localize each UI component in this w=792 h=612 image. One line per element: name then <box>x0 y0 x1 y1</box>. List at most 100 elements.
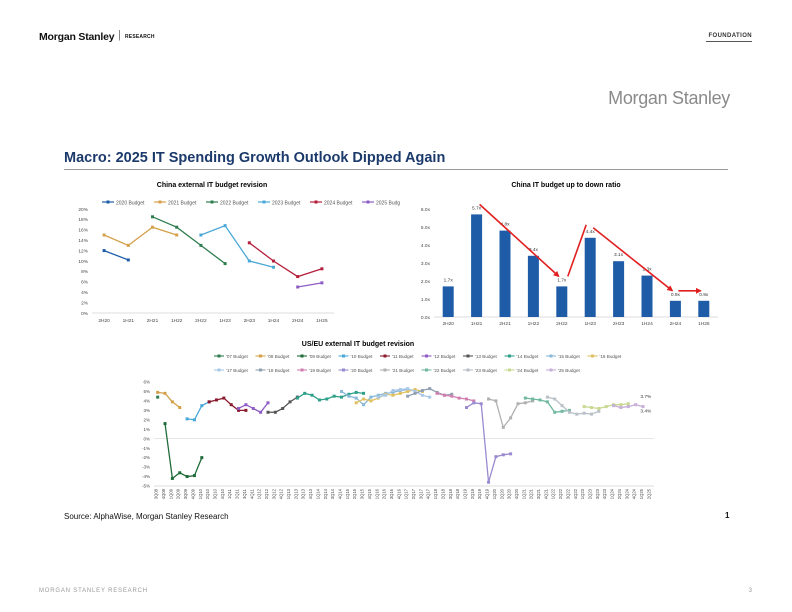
series-line-2 <box>164 423 203 480</box>
legend-label: '22 Budget <box>434 368 457 373</box>
chart-title: China external IT budget revision <box>157 182 267 189</box>
legend-label: '09 Budget <box>309 354 332 359</box>
brand-logo-small: Morgan Stanley <box>39 31 115 43</box>
data-label: 0.9x <box>699 292 709 298</box>
legend-label: '13 Budget <box>475 354 498 359</box>
data-point <box>479 402 483 406</box>
legend-marker <box>259 368 262 372</box>
data-point <box>413 388 417 392</box>
data-point <box>369 395 373 399</box>
x-tick-label: 1H21 <box>123 318 135 324</box>
x-tick-label: 2Q09 <box>176 488 181 499</box>
data-point <box>192 474 196 478</box>
data-point <box>126 258 130 262</box>
y-tick-label: 0.0x <box>421 315 431 321</box>
research-tag: RESEARCH <box>125 34 155 40</box>
legend-marker <box>591 354 594 358</box>
data-point <box>531 399 535 403</box>
data-point <box>320 281 324 285</box>
x-tick-label: 4Q10 <box>220 488 225 499</box>
data-point <box>612 404 616 408</box>
x-tick-label: 2H23 <box>244 318 256 324</box>
x-tick-label: 3Q13 <box>301 488 306 499</box>
data-point <box>163 422 167 426</box>
series-line-0 <box>103 249 129 261</box>
brand-logo-large: Morgan Stanley <box>608 88 730 108</box>
x-tick-label: 1Q21 <box>521 488 526 499</box>
y-tick-label: 2.0x <box>421 279 431 285</box>
data-point <box>354 401 358 405</box>
data-label: 1.7x <box>444 277 454 283</box>
x-tick-label: 4Q16 <box>396 488 401 499</box>
data-point <box>281 406 285 410</box>
legend-label: '11 Budget <box>392 354 414 359</box>
data-point <box>590 412 593 416</box>
x-tick-label: 1Q22 <box>551 488 556 499</box>
x-tick-label: 1H22 <box>171 318 183 324</box>
x-tick-label: 4Q23 <box>602 488 607 499</box>
x-tick-label: 2H24 <box>670 321 682 327</box>
x-tick-label: 4Q18 <box>455 488 460 499</box>
series-line-3 <box>187 401 210 421</box>
data-point <box>604 405 608 409</box>
chart-title: US/EU external IT budget revision <box>302 341 414 348</box>
legend-marker <box>508 354 511 358</box>
x-tick-label: 2Q25 <box>646 488 651 499</box>
y-tick-label: 18% <box>78 217 88 223</box>
x-tick-label: 2Q18 <box>440 488 445 499</box>
data-point <box>244 408 248 412</box>
x-tick-label: 1Q17 <box>404 488 409 499</box>
legend-label: 2022 Budget <box>220 201 249 207</box>
x-tick-label: 2H21 <box>147 318 159 324</box>
legend-marker <box>508 368 511 372</box>
data-point <box>163 391 167 395</box>
x-tick-label: 3Q19 <box>477 488 482 499</box>
y-tick-label: 4% <box>81 290 89 296</box>
data-point <box>266 410 270 414</box>
data-point <box>538 398 542 402</box>
y-tick-label: 0% <box>81 311 89 317</box>
data-point <box>288 400 292 404</box>
data-point <box>597 406 601 410</box>
legend-label: '10 Budget <box>351 354 374 359</box>
series-line-8 <box>341 388 408 406</box>
data-point <box>247 241 251 245</box>
bar <box>669 300 681 317</box>
legend-label: '24 Budget <box>517 368 540 373</box>
source-note: Source: AlphaWise, Morgan Stanley Resear… <box>64 512 229 521</box>
x-tick-label: 2Q11 <box>235 488 240 499</box>
y-tick-label: 12% <box>78 248 88 254</box>
series-line-7 <box>297 391 364 401</box>
legend-label: '16 Budget <box>600 354 623 359</box>
x-tick-label: 3Q09 <box>183 488 188 499</box>
footer-label: MORGAN STANLEY RESEARCH <box>39 588 148 594</box>
header-separator: | <box>118 29 121 41</box>
data-point <box>582 405 586 409</box>
legend-marker <box>466 354 470 358</box>
data-point <box>435 391 439 395</box>
data-point <box>156 390 160 394</box>
data-point <box>442 393 446 397</box>
x-tick-label: 1H22 <box>528 321 540 327</box>
data-point <box>102 249 106 253</box>
x-tick-label: 2Q16 <box>382 488 387 499</box>
data-point <box>199 243 203 247</box>
legend-marker <box>366 200 370 204</box>
data-point <box>273 410 277 414</box>
legend-label: '17 Budget <box>226 368 249 373</box>
data-point <box>332 394 336 398</box>
x-tick-label: 4Q12 <box>279 488 284 499</box>
foundation-tag: FOUNDATION <box>708 33 752 39</box>
data-label: 0.9x <box>671 292 681 298</box>
x-tick-label: 2Q23 <box>588 488 593 499</box>
x-tick-label: 1H24 <box>268 318 280 324</box>
data-label: 3.4x <box>529 247 539 253</box>
y-tick-label: 14% <box>78 238 88 244</box>
legend-marker <box>106 200 110 204</box>
bar <box>471 214 483 317</box>
legend-marker <box>210 200 214 204</box>
title-divider <box>64 169 728 170</box>
data-point <box>619 403 623 407</box>
data-point <box>178 406 182 410</box>
legend-marker <box>259 354 262 358</box>
